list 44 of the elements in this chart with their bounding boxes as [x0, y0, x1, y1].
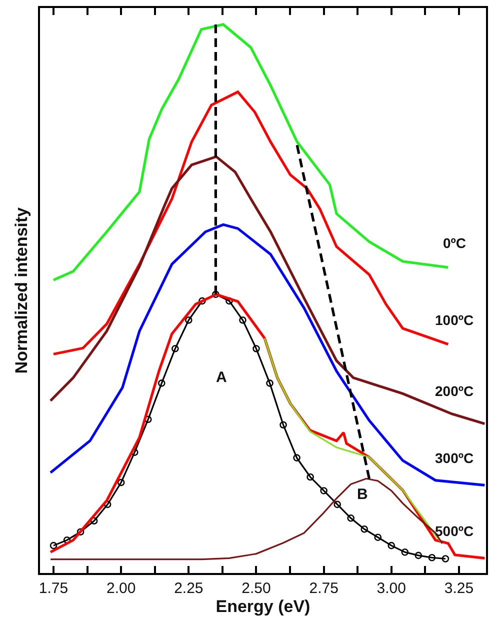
x-tick-label: 2.50 [242, 580, 271, 597]
point [185, 316, 192, 324]
point [104, 500, 112, 508]
point [388, 542, 396, 550]
x-tick-label: 3.25 [444, 580, 474, 597]
series-label: 0ºC [443, 235, 466, 251]
point [280, 421, 287, 429]
x-tick-label: 1.75 [38, 580, 68, 597]
point [374, 534, 382, 541]
point [239, 316, 246, 324]
annotation: B [357, 486, 368, 503]
point [401, 548, 409, 556]
point [428, 554, 436, 562]
series-label: 300ºC [435, 450, 474, 466]
point [76, 528, 84, 536]
point [334, 500, 341, 508]
series-label: 500ºC [435, 523, 474, 539]
annotation: A [216, 369, 227, 386]
series-label: 200ºC [435, 383, 474, 399]
x-tick-label: 3.00 [376, 580, 406, 597]
point [144, 416, 152, 424]
point [252, 345, 260, 352]
y-axis-title: Normalized intensity [12, 206, 32, 374]
x-axis-title: Energy (eV) [216, 597, 310, 616]
point [347, 514, 354, 522]
point [414, 552, 422, 560]
point [293, 454, 300, 462]
point [306, 473, 314, 481]
x-tick-label: 2.00 [106, 580, 136, 597]
series-label: 100ºC [435, 312, 474, 328]
point [90, 517, 98, 525]
x-tick-label: 2.25 [174, 580, 204, 597]
point [117, 478, 125, 486]
point [360, 525, 368, 533]
point [320, 487, 328, 494]
point [442, 555, 450, 562]
point [172, 345, 179, 352]
point [226, 297, 233, 305]
point [158, 380, 166, 387]
point [198, 297, 206, 305]
x-tick-label: 2.75 [309, 580, 338, 597]
point [50, 542, 58, 550]
point [212, 290, 220, 298]
point [266, 380, 274, 387]
